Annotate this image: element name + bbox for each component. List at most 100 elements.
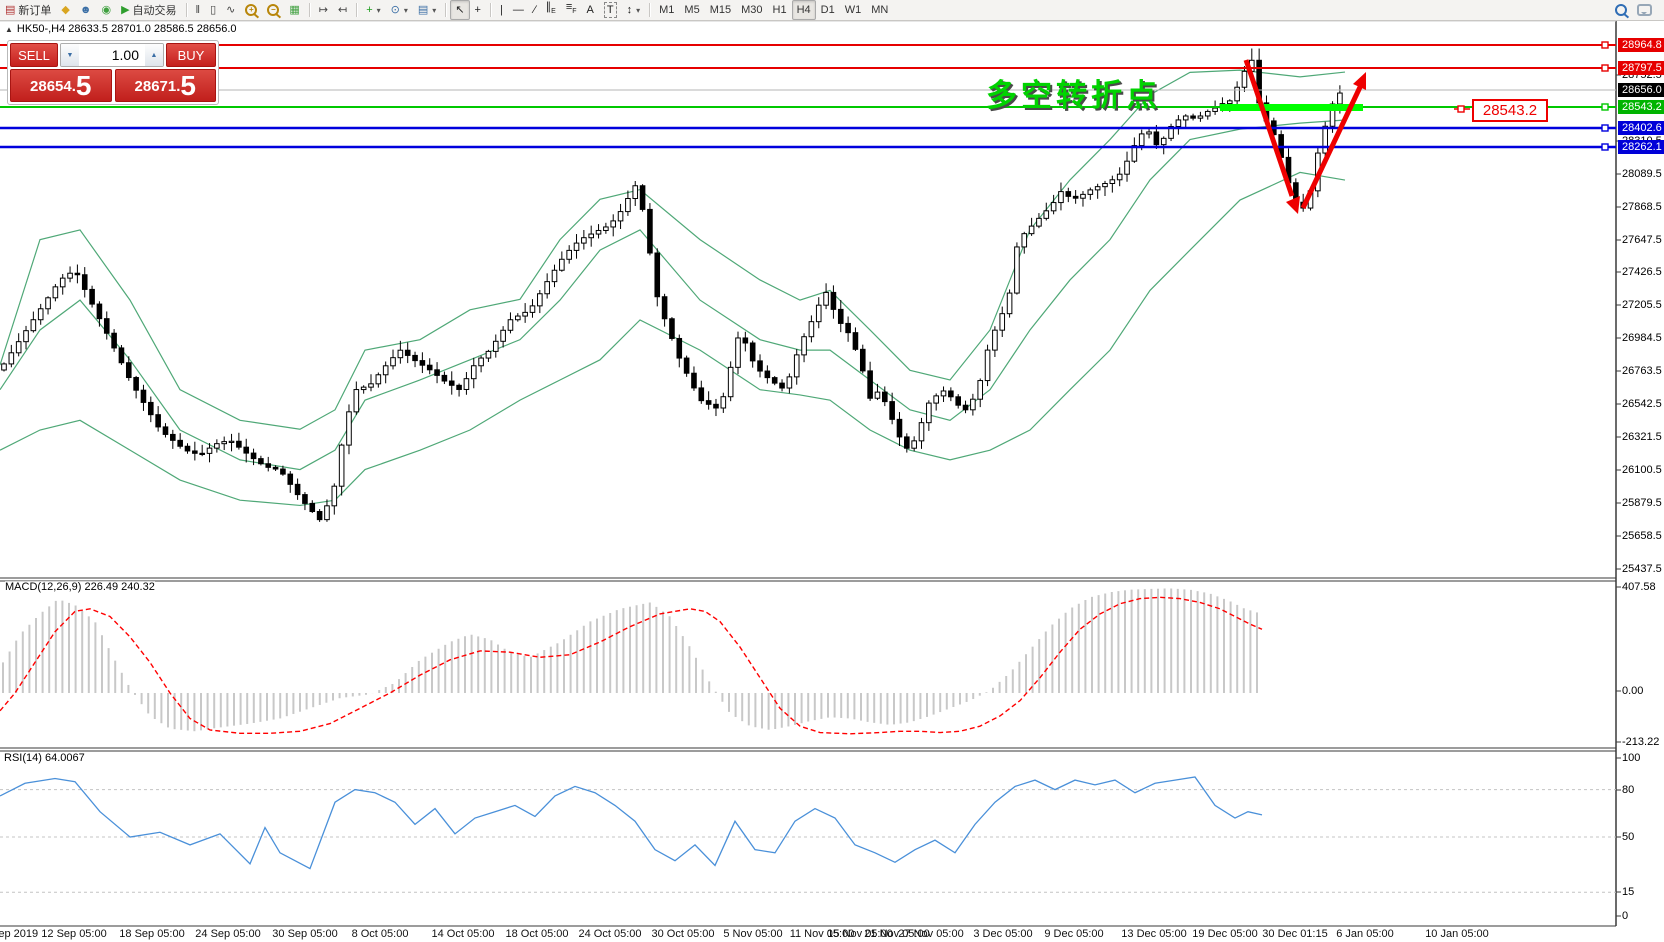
tf-h1-button[interactable]: H1 xyxy=(768,0,792,20)
text-button[interactable]: A xyxy=(582,0,599,20)
template-icon: ▤ xyxy=(417,4,429,16)
rsi-axis-tick: 100 xyxy=(1622,752,1641,764)
time-axis-label: 14 Oct 05:00 xyxy=(431,928,495,940)
autotrade-button[interactable]: ▶ 自动交易 xyxy=(116,0,181,20)
periods-button[interactable]: ⊙ ▾ xyxy=(386,0,413,20)
time-axis-label: 13 Dec 05:00 xyxy=(1121,928,1187,940)
toolbar-separator xyxy=(356,3,358,17)
price-axis-tick: 27205.5 xyxy=(1622,299,1662,311)
sell-price: 28654. xyxy=(30,78,76,95)
chart-shift-icon: ↤ xyxy=(337,4,348,16)
price-axis-tick: 27426.5 xyxy=(1622,266,1662,278)
chart-frame xyxy=(0,20,1617,927)
profile-button[interactable]: ☻ xyxy=(75,0,97,20)
chat-icon[interactable] xyxy=(1637,4,1652,16)
signal-button[interactable]: ◉ xyxy=(96,0,116,20)
tf-m30-button[interactable]: M30 xyxy=(736,0,767,20)
new-chart-button[interactable]: ◆ xyxy=(56,0,74,20)
sell-price-button[interactable]: 28654. 5 xyxy=(10,69,112,102)
buy-button[interactable]: BUY xyxy=(166,43,216,67)
tf-m15-button[interactable]: M15 xyxy=(705,0,736,20)
fibonacci-button[interactable]: ≡F xyxy=(561,0,582,20)
tf-m30-button-label: M30 xyxy=(741,4,763,16)
tf-mn-button-label: MN xyxy=(871,4,889,16)
price-axis-badge: 28262.1 xyxy=(1618,140,1664,154)
tile-windows-button[interactable]: ▦ xyxy=(284,0,304,20)
line-chart-icon: ∿ xyxy=(226,4,236,16)
crosshair-button[interactable]: + xyxy=(470,0,486,20)
templates-button[interactable]: ▤ ▾ xyxy=(413,0,441,20)
indicators-button[interactable]: + ▾ xyxy=(361,0,385,20)
channel-icon: ∥E xyxy=(545,1,556,16)
macd-signal-line xyxy=(0,596,1263,735)
tf-m15-button-label: M15 xyxy=(709,4,732,16)
collapse-panel-icon[interactable]: ▲ xyxy=(5,25,13,34)
tf-h1-button-label: H1 xyxy=(772,4,787,16)
tf-d1-button[interactable]: D1 xyxy=(816,0,840,20)
tf-h4-button[interactable]: H4 xyxy=(791,0,816,20)
tf-m1-button-label: M1 xyxy=(659,4,675,16)
tf-w1-button[interactable]: W1 xyxy=(840,0,867,20)
tf-m5-button[interactable]: M5 xyxy=(679,0,704,20)
time-axis-label: 5 Nov 05:00 xyxy=(723,928,783,940)
fibonacci-icon: ≡F xyxy=(565,1,577,16)
volume-input[interactable]: 1.00 xyxy=(79,44,145,66)
text-label-icon: T xyxy=(603,2,617,18)
price-axis-badge: 28656.0 xyxy=(1618,83,1664,97)
trendline-button[interactable]: ∕ xyxy=(529,0,541,20)
auto-scroll-button[interactable]: ↦ xyxy=(314,0,333,20)
ohlc-bars-icon: ‖ xyxy=(195,4,201,16)
channel-button[interactable]: ∥E xyxy=(541,0,561,20)
price-axis-tick: 27647.5 xyxy=(1622,234,1662,246)
new-order-button[interactable]: ▤ 新订单 xyxy=(0,0,56,20)
toolbar-separator xyxy=(308,3,310,17)
rsi-axis-tick: 0 xyxy=(1622,910,1629,922)
tf-mn-button[interactable]: MN xyxy=(866,0,893,20)
rsi-indicator-label: RSI(14) 64.0067 xyxy=(4,752,85,764)
bar-chart-button[interactable]: ‖ xyxy=(191,0,206,20)
zoom-out-icon: − xyxy=(267,4,280,16)
price-axis-tick: 25658.5 xyxy=(1622,530,1662,542)
arrows-button[interactable]: ↕ ▾ xyxy=(622,0,646,20)
sell-button[interactable]: SELL xyxy=(10,43,58,67)
volume-up-button[interactable]: ▲ xyxy=(145,44,163,66)
text-label-button[interactable]: T xyxy=(599,0,622,20)
candlestick-button[interactable]: ▯ xyxy=(205,0,221,20)
horizontal-level-lines xyxy=(0,41,1616,151)
buy-price-button[interactable]: 28671. 5 xyxy=(114,69,216,102)
tf-h4-button-label: H4 xyxy=(796,4,811,16)
tf-w1-button-label: W1 xyxy=(844,4,862,16)
zoom-in-button[interactable]: + xyxy=(240,0,262,20)
price-axis-tick: 26763.5 xyxy=(1622,365,1662,377)
vline-button[interactable]: | xyxy=(495,0,508,20)
toolbar-separator xyxy=(185,3,187,17)
macd-indicator-label: MACD(12,26,9) 226.49 240.32 xyxy=(5,581,155,593)
tf-m1-button[interactable]: M1 xyxy=(654,0,679,20)
time-axis-label: 8 Oct 05:00 xyxy=(351,928,409,940)
tf-m5-button-label: M5 xyxy=(684,4,700,16)
price-axis-badge: 28797.5 xyxy=(1618,61,1664,75)
time-axis-label: 15 Nov 05:00 xyxy=(827,928,893,940)
price-axis-tick: 25437.5 xyxy=(1622,563,1662,575)
hline-button[interactable]: — xyxy=(508,0,529,20)
cursor-button[interactable]: ↖ xyxy=(450,0,470,20)
trend-arrows-annotation xyxy=(1243,59,1366,214)
time-axis-label: 5 Sep 2019 xyxy=(0,928,39,940)
time-axis-label: 30 Sep 05:00 xyxy=(272,928,338,940)
time-axis-label: 12 Sep 05:00 xyxy=(41,928,107,940)
main-toolbar: ▤ 新订单 ◆ ☻ ◉ ▶ 自动交易 ‖ ▯ ∿ + − ▦ ↦ ↤ + ▾ ⊙ ▾ ▤ ▾ ↖ + | — ∕ ∥E ≡F A T ↕ ▾ M… xyxy=(0,0,1664,21)
volume-down-button[interactable]: ▼ xyxy=(61,44,79,66)
zoom-out-button[interactable]: − xyxy=(262,0,284,20)
chart-shift-button[interactable]: ↤ xyxy=(333,0,352,20)
support-highlight-bar xyxy=(1220,104,1363,111)
vertical-line-icon: | xyxy=(499,4,503,16)
auto-scroll-icon: ↦ xyxy=(318,4,328,16)
macd-axis-tick: 0.00 xyxy=(1622,685,1644,697)
price-axis-badge: 28543.2 xyxy=(1618,100,1664,114)
price-axis-badge: 28402.6 xyxy=(1618,121,1664,135)
line-chart-button[interactable]: ∿ xyxy=(221,0,240,20)
price-axis-tick: 26321.5 xyxy=(1622,431,1662,443)
search-icon[interactable] xyxy=(1615,4,1627,16)
